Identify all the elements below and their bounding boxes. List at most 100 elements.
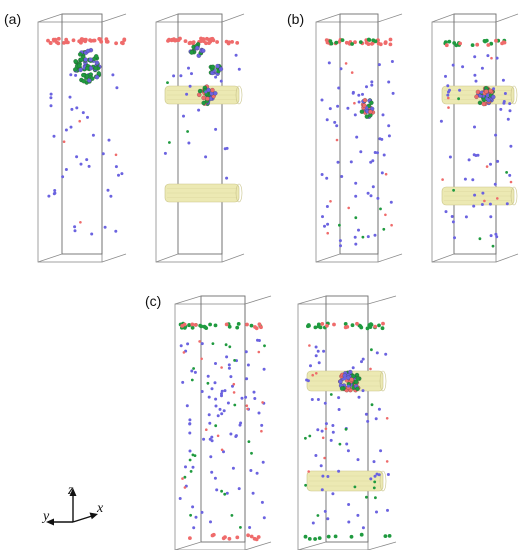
ion-blue bbox=[326, 475, 330, 478]
ion-blue bbox=[448, 88, 451, 92]
ion-red bbox=[56, 36, 61, 41]
ion-blue bbox=[356, 513, 360, 517]
ion-blue bbox=[322, 349, 326, 353]
ion-blue bbox=[486, 54, 490, 58]
ion-green bbox=[370, 403, 374, 407]
ion-cluster-a-right-mid bbox=[218, 66, 224, 72]
ion-blue bbox=[320, 98, 324, 102]
ion-cluster-c-right bbox=[339, 386, 345, 391]
ion-green bbox=[380, 326, 385, 331]
ion-blue bbox=[502, 101, 506, 105]
ion-blue bbox=[317, 361, 321, 365]
ion-blue bbox=[64, 168, 68, 171]
ion-blue bbox=[389, 200, 393, 204]
ion-blue bbox=[373, 233, 377, 237]
ion-red bbox=[193, 323, 198, 327]
ion-cluster-a-right-top bbox=[194, 45, 200, 51]
ion-green bbox=[189, 470, 193, 473]
ion-blue bbox=[485, 97, 489, 101]
ion-cluster-a-left bbox=[77, 52, 83, 57]
ion-blue bbox=[188, 422, 192, 426]
ion-blue bbox=[489, 234, 493, 238]
ion-green bbox=[365, 326, 370, 331]
ion-red bbox=[173, 38, 178, 43]
ion-blue bbox=[328, 107, 332, 111]
ion-blue bbox=[214, 127, 218, 131]
panel-label-b: (b) bbox=[287, 11, 304, 27]
ion-blue bbox=[319, 464, 323, 468]
ion-blue bbox=[320, 173, 324, 176]
ion-blue bbox=[333, 120, 337, 124]
ion-blue bbox=[331, 424, 335, 427]
ion-red bbox=[383, 41, 388, 45]
ion-red bbox=[209, 37, 213, 42]
ion-blue bbox=[225, 176, 229, 180]
ion-blue bbox=[448, 155, 452, 159]
ion-red bbox=[320, 322, 325, 326]
ion-red bbox=[332, 322, 336, 327]
ion-blue bbox=[325, 205, 329, 208]
ion-green bbox=[326, 534, 331, 539]
ion-blue bbox=[222, 450, 225, 454]
ion-green bbox=[249, 323, 254, 328]
ion-red bbox=[509, 180, 513, 184]
ion-cluster-b-right bbox=[474, 94, 479, 100]
ion-green bbox=[188, 458, 192, 462]
ion-cluster-a-left bbox=[73, 59, 78, 64]
ion-green bbox=[304, 483, 307, 487]
ion-blue bbox=[380, 171, 384, 175]
ion-blue bbox=[200, 342, 204, 346]
ion-red bbox=[245, 322, 249, 327]
ion-blue bbox=[219, 79, 223, 83]
ion-red bbox=[92, 38, 97, 43]
ion-cluster-b-left bbox=[359, 109, 365, 114]
ion-red bbox=[211, 532, 216, 537]
ion-red bbox=[252, 536, 257, 541]
ion-blue bbox=[182, 114, 185, 118]
ion-red bbox=[114, 41, 118, 46]
ion-green bbox=[230, 514, 234, 517]
ion-blue bbox=[343, 377, 346, 381]
box-c-left-edge-br bbox=[244, 541, 272, 550]
ion-green bbox=[359, 532, 364, 537]
ion-blue bbox=[488, 202, 492, 206]
ion-blue bbox=[213, 381, 217, 385]
ion-blue bbox=[79, 162, 83, 166]
ion-blue bbox=[467, 158, 471, 162]
ion-blue bbox=[64, 128, 68, 132]
ion-blue bbox=[353, 113, 357, 117]
ion-blue bbox=[380, 137, 384, 141]
box-a-right-edge-br bbox=[221, 253, 245, 263]
ion-blue bbox=[305, 378, 309, 382]
ion-cluster-a-right-tube bbox=[201, 100, 206, 106]
ion-green bbox=[316, 514, 320, 517]
ion-blue bbox=[245, 377, 249, 381]
ion-red bbox=[447, 106, 450, 109]
ion-blue bbox=[231, 384, 234, 388]
ion-blue bbox=[336, 160, 340, 164]
ion-red bbox=[230, 40, 235, 44]
ion-blue bbox=[309, 364, 312, 368]
ion-blue bbox=[191, 465, 195, 469]
ion-red bbox=[475, 42, 480, 47]
ion-blue bbox=[327, 61, 331, 65]
ion-blue bbox=[179, 344, 183, 348]
ion-green bbox=[313, 325, 318, 330]
ion-blue bbox=[53, 191, 57, 195]
ion-blue bbox=[103, 225, 107, 229]
ion-blue bbox=[225, 491, 229, 495]
ion-red bbox=[257, 350, 261, 354]
ion-blue bbox=[351, 366, 355, 370]
ion-blue bbox=[382, 153, 386, 157]
ion-red bbox=[315, 372, 318, 375]
ion-red bbox=[220, 448, 224, 452]
box-a-right-front-face bbox=[177, 13, 223, 255]
ion-blue bbox=[204, 90, 208, 94]
ion-blue bbox=[49, 104, 53, 108]
ion-blue bbox=[216, 414, 220, 418]
box-a-right bbox=[155, 13, 245, 263]
ion-red bbox=[335, 138, 339, 142]
ion-blue bbox=[480, 66, 484, 70]
ion-blue bbox=[355, 135, 359, 139]
ion-blue bbox=[73, 229, 77, 233]
